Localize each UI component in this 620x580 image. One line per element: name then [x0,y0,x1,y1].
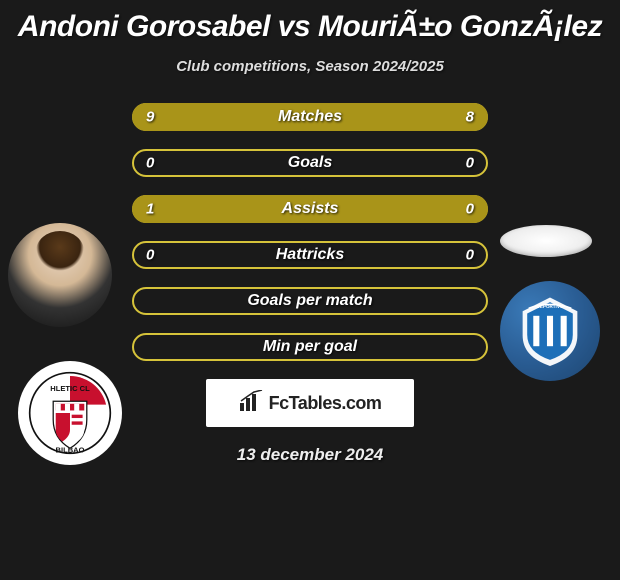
stat-label: Matches [278,108,342,126]
svg-text:BILBAO: BILBAO [56,445,85,454]
subtitle: Club competitions, Season 2024/2025 [176,58,444,75]
athletic-bilbao-crest-icon: HLETIC CL BILBAO [28,371,112,455]
page-title: Andoni Gorosabel vs MouriÃ±o GonzÃ¡lez [18,10,602,44]
fctables-chart-icon [239,390,265,417]
comparison-card: Andoni Gorosabel vs MouriÃ±o GonzÃ¡lez C… [0,0,620,580]
svg-text:DEPORTIVO: DEPORTIVO [537,304,564,309]
date-label: 13 december 2024 [237,445,384,465]
player-left-avatar [8,223,112,327]
stat-value-right: 0 [466,155,474,172]
logo-text: FcTables.com [269,393,382,414]
stat-value-left: 1 [146,201,154,218]
stat-label: Hattricks [276,246,344,264]
stat-label: Min per goal [263,338,357,356]
stat-row: 0 0 Goals [132,149,488,177]
club-crest-right: DEPORTIVO [500,281,600,381]
stat-value-right: 8 [466,109,474,126]
alaves-crest-icon: DEPORTIVO [512,293,588,369]
stat-row: Goals per match [132,287,488,315]
stat-value-left: 0 [146,247,154,264]
stat-value-right: 0 [466,247,474,264]
stats-column: 9 8 Matches 0 0 Goals 1 0 Assists 0 0 Hattricks Goal… [132,103,488,361]
player-right-avatar [500,225,592,257]
source-logo: FcTables.com [206,379,414,427]
stat-row: 9 8 Matches [132,103,488,131]
svg-text:HLETIC CL: HLETIC CL [50,384,90,393]
stat-label: Goals [288,154,332,172]
stat-bar-fill-right [321,103,488,131]
stat-value-left: 0 [146,155,154,172]
stat-row: Min per goal [132,333,488,361]
stat-row: 1 0 Assists [132,195,488,223]
stat-label: Goals per match [247,292,372,310]
club-crest-left: HLETIC CL BILBAO [18,361,122,465]
stat-row: 0 0 Hattricks [132,241,488,269]
stat-value-right: 0 [466,201,474,218]
stat-label: Assists [282,200,339,218]
stat-value-left: 9 [146,109,154,126]
main-area: HLETIC CL BILBAO DEPORTI [0,103,620,361]
